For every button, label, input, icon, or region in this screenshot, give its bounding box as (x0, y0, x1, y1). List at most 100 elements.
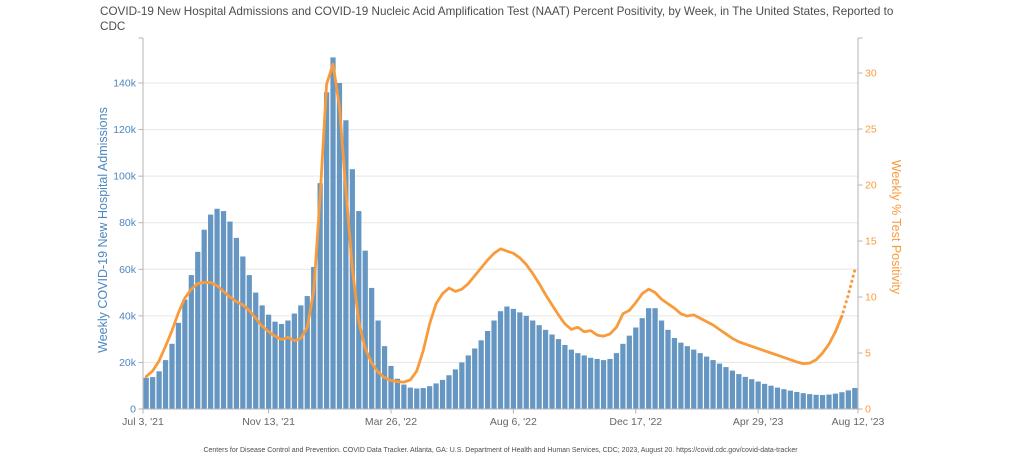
admissions-bar (729, 370, 736, 409)
admissions-bar (723, 367, 729, 409)
admissions-bar (646, 308, 652, 409)
admissions-bar (562, 344, 568, 409)
admissions-bar (156, 371, 162, 409)
admissions-bar (452, 369, 459, 409)
admissions-bar (691, 349, 697, 409)
left-tick-label: 0 (130, 404, 136, 416)
admissions-bar (749, 379, 755, 409)
admissions-bar (530, 320, 536, 409)
positivity-line-solid (144, 62, 844, 384)
admissions-bar (439, 379, 446, 409)
admissions-bar (278, 324, 285, 409)
admissions-bar (208, 214, 214, 409)
admissions-bars (143, 57, 858, 409)
admissions-bar (291, 313, 297, 409)
admissions-bar (182, 299, 188, 409)
admissions-bar (536, 325, 542, 409)
admissions-bar (304, 296, 310, 409)
admissions-bar (497, 311, 504, 409)
right-tick-label: 20 (865, 180, 877, 192)
admissions-bar (330, 57, 336, 409)
admissions-bar (626, 335, 632, 409)
admissions-bar (478, 340, 484, 409)
x-tick-label: Aug 6, '22 (490, 416, 537, 428)
admissions-bar (671, 337, 678, 409)
admissions-bar (658, 320, 665, 409)
admissions-bar (420, 388, 426, 409)
admissions-bar (253, 292, 259, 409)
admissions-bar (220, 211, 227, 409)
admissions-bar (678, 342, 684, 409)
right-tick-label: 10 (865, 292, 877, 304)
admissions-bar (594, 358, 600, 409)
admissions-bar (227, 221, 233, 409)
admissions-bar (633, 327, 639, 409)
admissions-bar (807, 394, 813, 409)
x-tick-label: Dec 17, '22 (609, 416, 662, 428)
admissions-bar (459, 362, 465, 409)
admissions-bar (832, 393, 839, 409)
footer-source-citation: Centers for Disease Control and Preventi… (203, 447, 798, 454)
admissions-bar (781, 389, 787, 409)
admissions-bar (523, 315, 529, 409)
admissions-bar (388, 365, 394, 409)
right-tick-label: 15 (865, 236, 877, 248)
x-tick-label: Mar 26, '22 (365, 416, 417, 428)
admissions-bar (504, 306, 510, 409)
chart-title: COVID-19 New Hospital Admissions and COV… (100, 5, 894, 34)
positivity-line (144, 62, 857, 384)
admissions-bar (819, 395, 826, 409)
admissions-bar (465, 355, 471, 409)
x-tick-label: Jul 3, '21 (122, 416, 164, 428)
admissions-bar (233, 237, 240, 409)
admissions-bar (839, 392, 845, 409)
admissions-bar (214, 208, 220, 409)
admissions-bar (201, 229, 207, 409)
admissions-bar (845, 390, 851, 409)
admissions-bar (826, 394, 832, 409)
admissions-bar (375, 320, 381, 409)
admissions-bar (491, 320, 497, 409)
admissions-bar (298, 305, 304, 409)
left-tick-label: 80k (119, 217, 137, 229)
admissions-bar (414, 388, 420, 409)
left-tick-label: 100k (113, 171, 137, 183)
left-axis-title: Weekly COVID-19 New Hospital Admissions (96, 107, 110, 353)
admissions-bar (555, 339, 562, 409)
admissions-bar (259, 305, 265, 409)
admissions-bar (787, 390, 793, 409)
admissions-bar (697, 353, 703, 409)
admissions-bar (195, 251, 201, 409)
admissions-bar (613, 353, 620, 409)
admissions-bar (742, 376, 748, 409)
admissions-bar (794, 392, 800, 409)
admissions-bar (485, 330, 491, 409)
admissions-bar (620, 343, 626, 409)
admissions-bar (311, 266, 317, 409)
admissions-bar (349, 169, 355, 409)
admissions-bar (736, 374, 742, 409)
left-tick-label: 20k (119, 357, 137, 369)
admissions-bar (336, 83, 343, 409)
admissions-bar (684, 346, 690, 409)
positivity-line-dotted-tail (833, 268, 857, 334)
admissions-bar (427, 386, 433, 409)
admissions-bar (401, 384, 407, 409)
admissions-bar (568, 349, 574, 409)
admissions-bar (240, 256, 246, 409)
admissions-bar (175, 322, 182, 409)
admissions-bar (285, 320, 291, 409)
admissions-bar (343, 120, 349, 409)
admissions-bar (143, 377, 149, 409)
admissions-bar (542, 329, 549, 409)
admissions-bar (716, 363, 723, 409)
axes: 0 20k 40k 60k 80k 100k 120k 140k 0 5 10 15 20 25 30 Jul… (113, 37, 885, 428)
admissions-bar (607, 358, 613, 409)
admissions-bar (761, 383, 768, 409)
admissions-bar (150, 377, 156, 409)
admissions-bar (265, 314, 272, 409)
right-axis-title: Weekly % Test Positivity (889, 160, 903, 295)
admissions-bar (510, 308, 516, 409)
